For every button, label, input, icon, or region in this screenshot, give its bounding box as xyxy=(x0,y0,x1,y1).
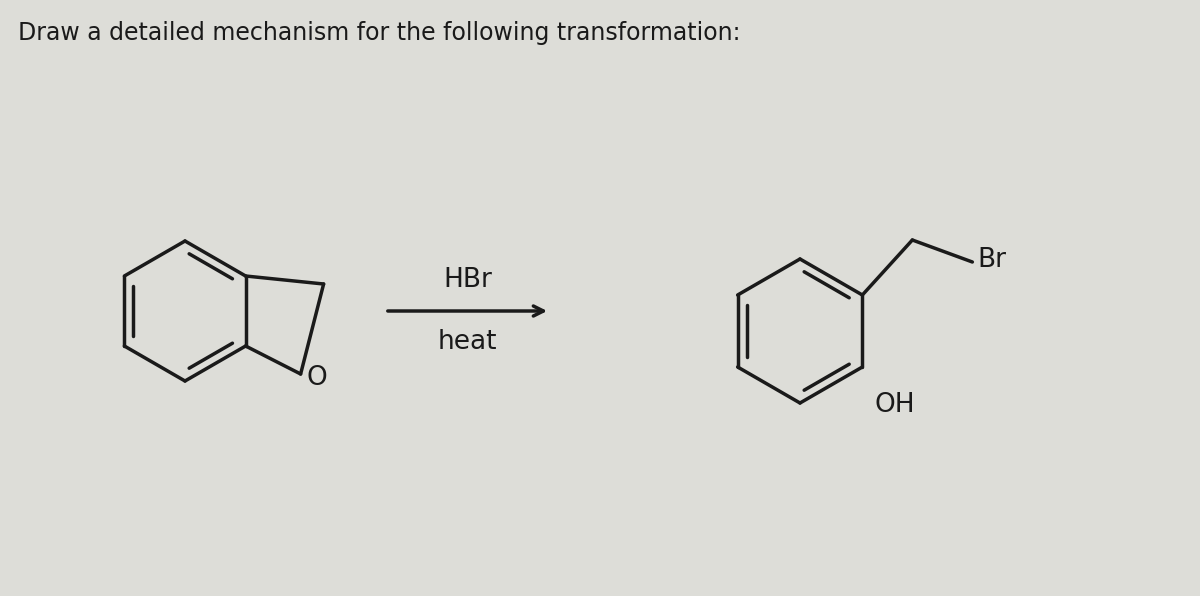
Text: heat: heat xyxy=(438,329,497,355)
Text: HBr: HBr xyxy=(443,267,492,293)
Text: OH: OH xyxy=(875,392,914,418)
Text: Draw a detailed mechanism for the following transformation:: Draw a detailed mechanism for the follow… xyxy=(18,21,740,45)
Text: O: O xyxy=(307,365,328,391)
Text: Br: Br xyxy=(977,247,1007,273)
